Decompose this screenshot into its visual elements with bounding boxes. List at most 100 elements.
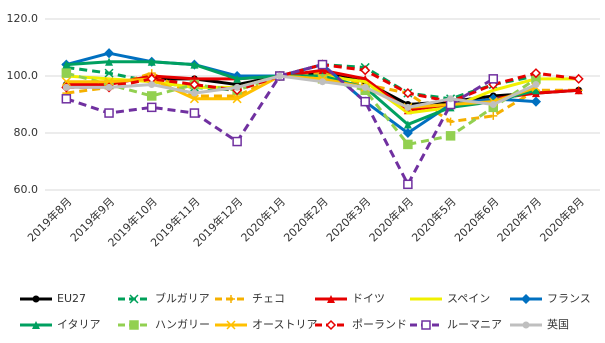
legend-label: ドイツ [352, 292, 385, 305]
legend-marker [520, 293, 532, 305]
legend-label: ポーランド [352, 318, 407, 331]
x-tick-label: 2020年7月 [494, 194, 544, 244]
data-point [232, 94, 242, 104]
legend-item: フランス [510, 292, 591, 305]
legend-marker [227, 295, 235, 303]
data-point [146, 91, 157, 101]
data-point [403, 120, 412, 129]
data-point [402, 127, 413, 139]
data-point [103, 48, 115, 59]
x-tick-label: 2020年2月 [281, 194, 331, 244]
data-point [404, 103, 412, 111]
data-point [61, 68, 72, 78]
x-tick-label: 2020年6月 [451, 194, 501, 244]
data-point [319, 78, 326, 86]
series-line [65, 71, 537, 146]
data-point [62, 60, 71, 69]
data-point [532, 81, 540, 89]
data-point [530, 68, 542, 79]
data-point [148, 81, 156, 89]
legend-item: ハンガリー [118, 318, 210, 331]
legend-label: オーストリア [252, 318, 317, 331]
legend-marker [522, 321, 530, 329]
series-line [65, 63, 495, 186]
y-tick-label: 60.0 [14, 183, 39, 196]
x-tick-label: 2020年4月 [366, 194, 416, 244]
data-point [104, 77, 114, 87]
legend-marker [325, 319, 337, 331]
legend-item: チェコ [215, 292, 285, 305]
legend-label: EU27 [57, 292, 86, 305]
y-tick-label: 120.0 [7, 12, 39, 25]
data-point [61, 94, 72, 104]
data-point [276, 72, 284, 80]
legend-label: ブルガリア [155, 291, 210, 305]
data-point [189, 108, 200, 118]
data-point [105, 57, 114, 66]
data-point [531, 86, 540, 95]
data-point [403, 179, 413, 190]
data-point [190, 60, 199, 69]
data-point [62, 83, 70, 91]
legend-item: EU27 [20, 292, 86, 305]
legend-marker [32, 321, 40, 329]
x-tick-label: 2020年1月 [238, 194, 288, 244]
legend-item: ポーランド [315, 318, 407, 331]
data-point [233, 74, 242, 83]
data-point [360, 96, 370, 107]
data-point [105, 83, 113, 91]
data-point [190, 89, 198, 97]
legend-item: スペイン [410, 292, 490, 305]
data-point [574, 86, 583, 95]
data-point [104, 108, 114, 118]
data-point [232, 136, 242, 147]
data-point [104, 68, 114, 78]
legend-marker [32, 295, 40, 303]
series-line [66, 74, 537, 109]
legend-item: オーストリア [215, 318, 317, 331]
data-point [447, 95, 455, 103]
legend-marker [129, 320, 139, 330]
data-point [445, 131, 456, 141]
data-point [402, 88, 413, 99]
data-point [361, 83, 369, 91]
legend-label: チェコ [252, 292, 285, 305]
legend-label: フランス [547, 292, 591, 305]
data-point [233, 83, 241, 91]
legend-marker [129, 294, 139, 304]
legend-item: イタリア [20, 318, 101, 331]
legend-label: ハンガリー [155, 318, 210, 331]
data-point [318, 66, 327, 75]
data-point [61, 77, 71, 87]
data-point [317, 59, 328, 70]
x-tick-label: 2019年8月 [24, 194, 74, 244]
data-point [147, 57, 156, 66]
legend-item: ドイツ [315, 292, 385, 305]
data-point [189, 79, 200, 90]
data-point [530, 96, 542, 107]
legend-marker [327, 295, 335, 303]
data-point [146, 102, 157, 113]
data-point [573, 73, 584, 84]
legend-item: ルーマニア [410, 318, 502, 331]
legend-item: 英国 [510, 317, 569, 331]
legend-label: スペイン [447, 292, 490, 305]
x-tick-label: 2020年5月 [409, 194, 459, 244]
x-tick-label: 2020年3月 [323, 194, 373, 244]
legend-label: ルーマニア [447, 318, 502, 331]
legend-label: 英国 [547, 317, 569, 331]
data-point [488, 74, 499, 84]
data-point [446, 117, 455, 126]
legend-marker [421, 320, 431, 330]
data-point [489, 101, 497, 108]
data-point [360, 65, 371, 76]
data-point [189, 94, 199, 104]
legend-label: イタリア [57, 318, 101, 331]
x-tick-label: 2020年8月 [537, 194, 587, 244]
legend-marker [226, 320, 236, 330]
y-tick-label: 80.0 [14, 126, 39, 139]
data-point [403, 139, 413, 150]
y-tick-label: 100.0 [7, 69, 39, 82]
data-point [489, 111, 498, 120]
